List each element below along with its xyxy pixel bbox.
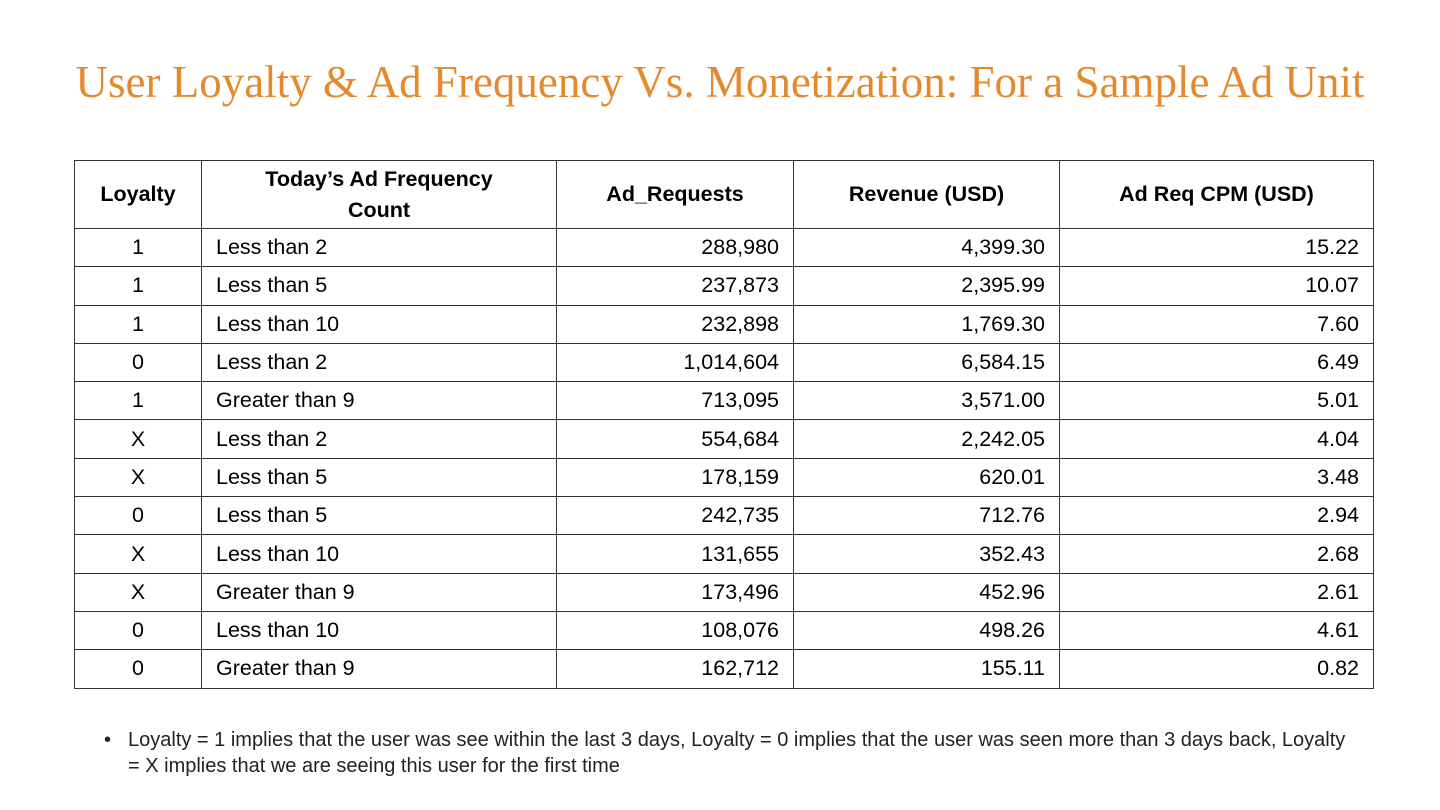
header-frequency-label: Today’s Ad Frequency Count	[265, 166, 493, 222]
cell-loyalty: X	[74, 534, 202, 574]
footnote: • Loyalty = 1 implies that the user was …	[104, 727, 1354, 779]
table-row: 1 Less than 10 232,898 1,769.30 7.60	[74, 304, 1374, 344]
cell-ad-requests: 713,095	[556, 381, 794, 421]
cell-revenue: 4,399.30	[793, 227, 1060, 268]
cell-revenue: 2,395.99	[793, 266, 1060, 306]
cell-cpm: 4.61	[1059, 610, 1374, 651]
table-row: 1 Less than 2 288,980 4,399.30 15.22	[74, 227, 1374, 268]
table-row: 0 Less than 10 108,076 498.26 4.61	[74, 610, 1374, 651]
loyalty-frequency-table: Loyalty Today’s Ad Frequency Count Ad_Re…	[74, 160, 1374, 689]
cell-cpm: 2.94	[1059, 496, 1374, 536]
cell-cpm: 3.48	[1059, 457, 1374, 498]
cell-frequency: Less than 10	[201, 534, 557, 574]
bullet: •	[104, 729, 112, 751]
cell-frequency: Less than 5	[201, 496, 557, 536]
cell-revenue: 3,571.00	[793, 381, 1060, 421]
cell-revenue: 498.26	[793, 610, 1060, 651]
cell-ad-requests: 108,076	[556, 610, 794, 651]
cell-ad-requests: 173,496	[556, 572, 794, 612]
cell-loyalty: 0	[74, 342, 202, 383]
cell-frequency: Less than 2	[201, 419, 557, 459]
cell-frequency: Less than 10	[201, 304, 557, 344]
table-row: X Less than 5 178,159 620.01 3.48	[74, 457, 1374, 498]
table-row: 0 Less than 5 242,735 712.76 2.94	[74, 496, 1374, 536]
cell-loyalty: X	[74, 572, 202, 612]
header-revenue: Revenue (USD)	[793, 160, 1060, 229]
cell-frequency: Less than 2	[201, 227, 557, 268]
cell-loyalty: 1	[74, 266, 202, 306]
cell-cpm: 2.68	[1059, 534, 1374, 574]
cell-frequency: Less than 5	[201, 457, 557, 498]
header-frequency: Today’s Ad Frequency Count	[201, 160, 557, 229]
cell-cpm: 6.49	[1059, 342, 1374, 383]
cell-cpm: 15.22	[1059, 227, 1374, 268]
cell-revenue: 2,242.05	[793, 419, 1060, 459]
header-ad-requests: Ad_Requests	[556, 160, 794, 229]
cell-cpm: 2.61	[1059, 572, 1374, 612]
cell-loyalty: 0	[74, 649, 202, 689]
cell-loyalty: 0	[74, 610, 202, 651]
cell-revenue: 712.76	[793, 496, 1060, 536]
cell-cpm: 5.01	[1059, 381, 1374, 421]
cell-cpm: 7.60	[1059, 304, 1374, 344]
cell-revenue: 620.01	[793, 457, 1060, 498]
table-header-row: Loyalty Today’s Ad Frequency Count Ad_Re…	[74, 160, 1374, 229]
cell-frequency: Less than 10	[201, 610, 557, 651]
cell-loyalty: 1	[74, 381, 202, 421]
cell-ad-requests: 288,980	[556, 227, 794, 268]
table-row: X Less than 10 131,655 352.43 2.68	[74, 534, 1374, 574]
cell-loyalty: X	[74, 419, 202, 459]
cell-ad-requests: 162,712	[556, 649, 794, 689]
table-row: X Less than 2 554,684 2,242.05 4.04	[74, 419, 1374, 459]
header-loyalty: Loyalty	[74, 160, 202, 229]
table-row: 1 Greater than 9 713,095 3,571.00 5.01	[74, 381, 1374, 421]
cell-loyalty: 1	[74, 304, 202, 344]
cell-frequency: Less than 2	[201, 342, 557, 383]
cell-ad-requests: 178,159	[556, 457, 794, 498]
cell-cpm: 10.07	[1059, 266, 1374, 306]
table-row: 0 Less than 2 1,014,604 6,584.15 6.49	[74, 342, 1374, 383]
cell-frequency: Greater than 9	[201, 572, 557, 612]
cell-revenue: 352.43	[793, 534, 1060, 574]
cell-ad-requests: 242,735	[556, 496, 794, 536]
footnote-text: Loyalty = 1 implies that the user was se…	[128, 729, 1346, 777]
cell-revenue: 155.11	[793, 649, 1060, 689]
cell-frequency: Less than 5	[201, 266, 557, 306]
cell-ad-requests: 131,655	[556, 534, 794, 574]
cell-cpm: 0.82	[1059, 649, 1374, 689]
cell-revenue: 6,584.15	[793, 342, 1060, 383]
slide-title: User Loyalty & Ad Frequency Vs. Monetiza…	[75, 57, 1365, 107]
cell-ad-requests: 1,014,604	[556, 342, 794, 383]
cell-revenue: 452.96	[793, 572, 1060, 612]
cell-ad-requests: 232,898	[556, 304, 794, 344]
table-row: X Greater than 9 173,496 452.96 2.61	[74, 572, 1374, 612]
cell-loyalty: 0	[74, 496, 202, 536]
cell-frequency: Greater than 9	[201, 649, 557, 689]
table-row: 0 Greater than 9 162,712 155.11 0.82	[74, 649, 1374, 689]
cell-cpm: 4.04	[1059, 419, 1374, 459]
cell-ad-requests: 554,684	[556, 419, 794, 459]
cell-revenue: 1,769.30	[793, 304, 1060, 344]
table-row: 1 Less than 5 237,873 2,395.99 10.07	[74, 266, 1374, 306]
cell-ad-requests: 237,873	[556, 266, 794, 306]
cell-loyalty: 1	[74, 227, 202, 268]
cell-frequency: Greater than 9	[201, 381, 557, 421]
cell-loyalty: X	[74, 457, 202, 498]
header-cpm: Ad Req CPM (USD)	[1059, 160, 1374, 229]
